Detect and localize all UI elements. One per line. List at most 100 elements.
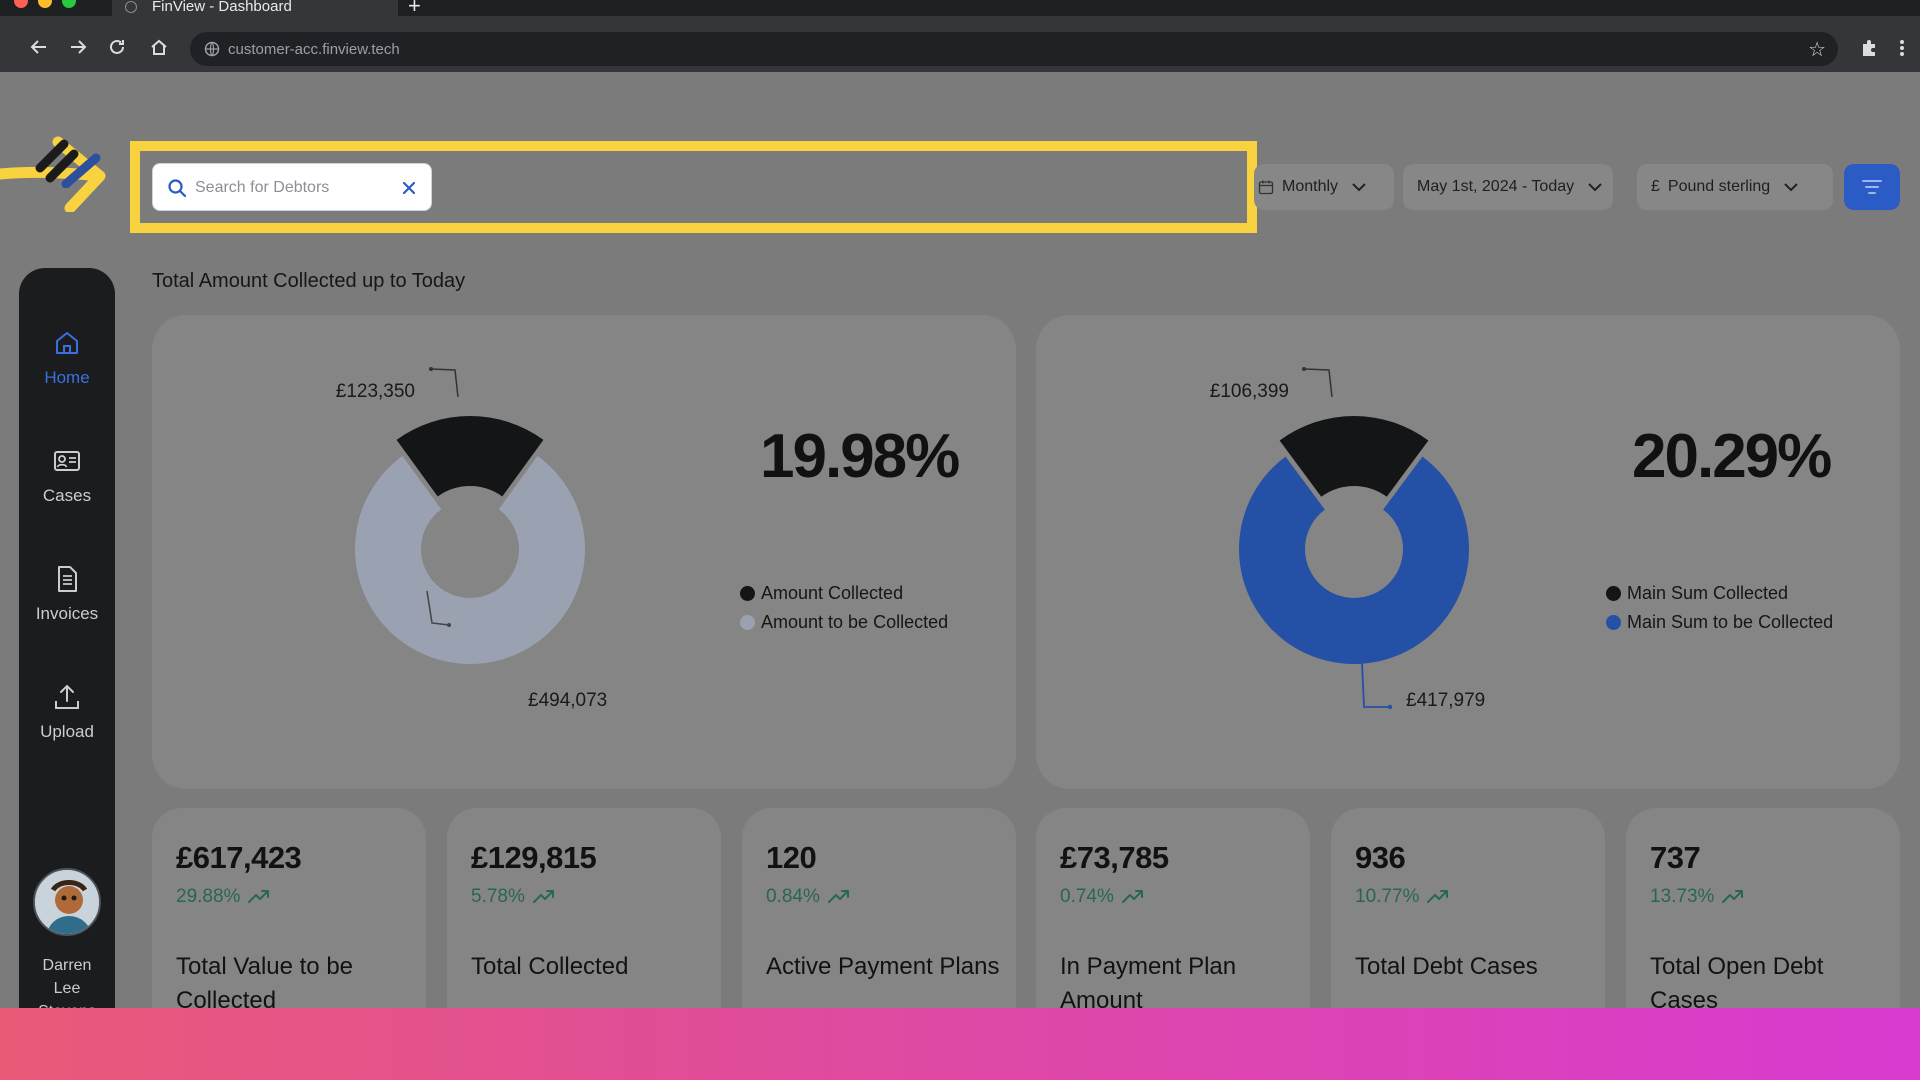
main-sum-percentage: 20.29% [1632, 422, 1832, 491]
trend-up-icon [1121, 890, 1143, 903]
label-remaining: £417,979 [1406, 690, 1485, 711]
stat-label: In Payment Plan Amount [1060, 953, 1237, 1014]
new-tab-button[interactable]: + [408, 0, 421, 18]
app-main: Monthly May 1st, 2024 - Today £ Pound st… [0, 72, 1920, 1060]
reload-icon [110, 39, 124, 54]
site-info-icon[interactable] [204, 41, 220, 57]
chevron-down-icon [1588, 182, 1602, 191]
leader-line-remaining [1361, 662, 1390, 708]
currency-dropdown[interactable]: £ Pound sterling [1637, 164, 1833, 210]
stat-card-total-collected[interactable]: £129,815 5.78% Total Collected [447, 808, 721, 1046]
more-vertical-icon [1900, 40, 1904, 56]
browser-tab[interactable]: FinView - Dashboard [112, 0, 398, 16]
stat-change: 10.77% [1355, 886, 1449, 908]
legend-item: Amount Collected [740, 579, 948, 608]
currency-symbol: £ [1651, 178, 1660, 195]
stat-value: £73,785 [1060, 840, 1169, 875]
stat-card-open-debt-cases[interactable]: 737 13.73% Total Open Debt Cases [1626, 808, 1900, 1046]
browser-toolbar: customer-acc.finview.tech ☆ [0, 16, 1920, 72]
label-collected: £123,350 [336, 381, 415, 402]
stat-card-active-plans[interactable]: 120 0.84% Active Payment Plans [742, 808, 1016, 1046]
chevron-down-icon [1784, 182, 1798, 191]
finview-logo[interactable] [30, 128, 110, 188]
stat-value: £129,815 [471, 840, 597, 875]
sidebar-item-label: Cases [42, 486, 92, 505]
stat-value: 120 [766, 840, 817, 875]
back-button[interactable] [26, 34, 52, 60]
sidebar: Home Cases Invoices Upload Darren Lee [19, 268, 115, 1060]
search-input[interactable] [195, 173, 385, 203]
donut-slice-remaining [354, 455, 585, 664]
search-icon [168, 179, 187, 198]
sidebar-item-label: Invoices [35, 604, 99, 623]
stat-value: 737 [1650, 840, 1701, 875]
bottom-gradient-band [0, 1008, 1920, 1080]
stat-change-value: 5.78% [471, 886, 525, 907]
stat-card-payment-plan-amount[interactable]: £73,785 0.74% In Payment Plan Amount [1036, 808, 1310, 1046]
sidebar-item-home[interactable]: Home [19, 328, 115, 388]
address-bar[interactable]: customer-acc.finview.tech ☆ [190, 32, 1838, 66]
upload-icon [55, 684, 79, 709]
stat-change-value: 0.74% [1060, 886, 1114, 907]
sidebar-item-label: Upload [40, 722, 94, 741]
calendar-icon [1258, 180, 1274, 195]
reload-button[interactable] [104, 34, 130, 60]
trend-up-icon [1427, 890, 1449, 903]
stat-label: Total Collected [471, 953, 629, 980]
close-window-button[interactable] [14, 0, 28, 8]
document-icon [58, 566, 77, 592]
minimize-window-button[interactable] [38, 0, 52, 8]
trend-up-icon [532, 890, 554, 903]
legend-dot [740, 586, 755, 601]
chart-legend: Main Sum Collected Main Sum to be Collec… [1606, 579, 1833, 637]
trend-up-icon [248, 890, 270, 903]
date-range-value: May 1st, 2024 - Today [1417, 178, 1575, 195]
donut-chart-amount: £123,350 £494,073 [336, 367, 607, 711]
filter-button[interactable] [1844, 164, 1900, 210]
stat-change-value: 0.84% [766, 886, 820, 907]
chart-card-amount-collected: £123,350 £494,073 19.98% Amount Collecte… [152, 315, 1016, 789]
chart-card-main-sum: £106,399 £417,979 20.29% Main Sum Collec… [1036, 315, 1900, 789]
stat-label: Active Payment Plans [766, 953, 1000, 980]
bookmark-star-icon[interactable]: ☆ [1808, 39, 1826, 61]
maximize-window-button[interactable] [62, 0, 76, 8]
arrow-right-icon [71, 40, 87, 54]
trend-up-icon [827, 890, 849, 903]
legend-item: Main Sum to be Collected [1606, 608, 1833, 637]
stat-label: Total Debt Cases [1355, 953, 1538, 980]
stat-value: £617,423 [176, 840, 302, 875]
stat-value: 936 [1355, 840, 1406, 875]
chevron-down-icon [1352, 182, 1366, 191]
legend-item: Amount to be Collected [740, 608, 948, 637]
donut-slice-collected [1279, 416, 1429, 497]
date-range-dropdown[interactable]: May 1st, 2024 - Today [1403, 164, 1613, 210]
stat-change-value: 13.73% [1650, 886, 1715, 907]
currency-value: Pound sterling [1667, 178, 1771, 195]
label-remaining: £494,073 [528, 690, 607, 711]
sidebar-item-upload[interactable]: Upload [19, 682, 115, 742]
period-dropdown[interactable]: Monthly [1254, 164, 1394, 210]
forward-button[interactable] [65, 34, 91, 60]
chart-legend: Amount Collected Amount to be Collected [740, 579, 948, 637]
debtor-search-box[interactable] [152, 163, 432, 211]
donut-chart-main-sum: £106,399 £417,979 [1210, 367, 1485, 711]
clear-search-icon[interactable] [399, 178, 419, 198]
legend-item: Main Sum Collected [1606, 579, 1833, 608]
home-button[interactable] [146, 34, 172, 60]
leader-line-remaining [426, 590, 450, 626]
user-name-first: Darren [42, 957, 92, 974]
url-text: customer-acc.finview.tech [228, 41, 400, 58]
sidebar-item-invoices[interactable]: Invoices [19, 564, 115, 624]
stat-card-debt-cases[interactable]: 936 10.77% Total Debt Cases [1331, 808, 1605, 1046]
puzzle-icon [1863, 40, 1875, 56]
user-name-middle: Lee [53, 980, 81, 997]
legend-label: Main Sum to be Collected [1627, 612, 1834, 632]
legend-label: Main Sum Collected [1627, 583, 1789, 603]
period-value: Monthly [1282, 178, 1339, 195]
browser-menu-button[interactable] [1890, 36, 1914, 60]
sidebar-item-cases[interactable]: Cases [19, 446, 115, 506]
avatar[interactable] [33, 868, 101, 936]
stat-card-total-value[interactable]: £617,423 29.88% Total Value to be Collec… [152, 808, 426, 1046]
home-icon [56, 332, 78, 354]
extensions-button[interactable] [1858, 36, 1882, 60]
